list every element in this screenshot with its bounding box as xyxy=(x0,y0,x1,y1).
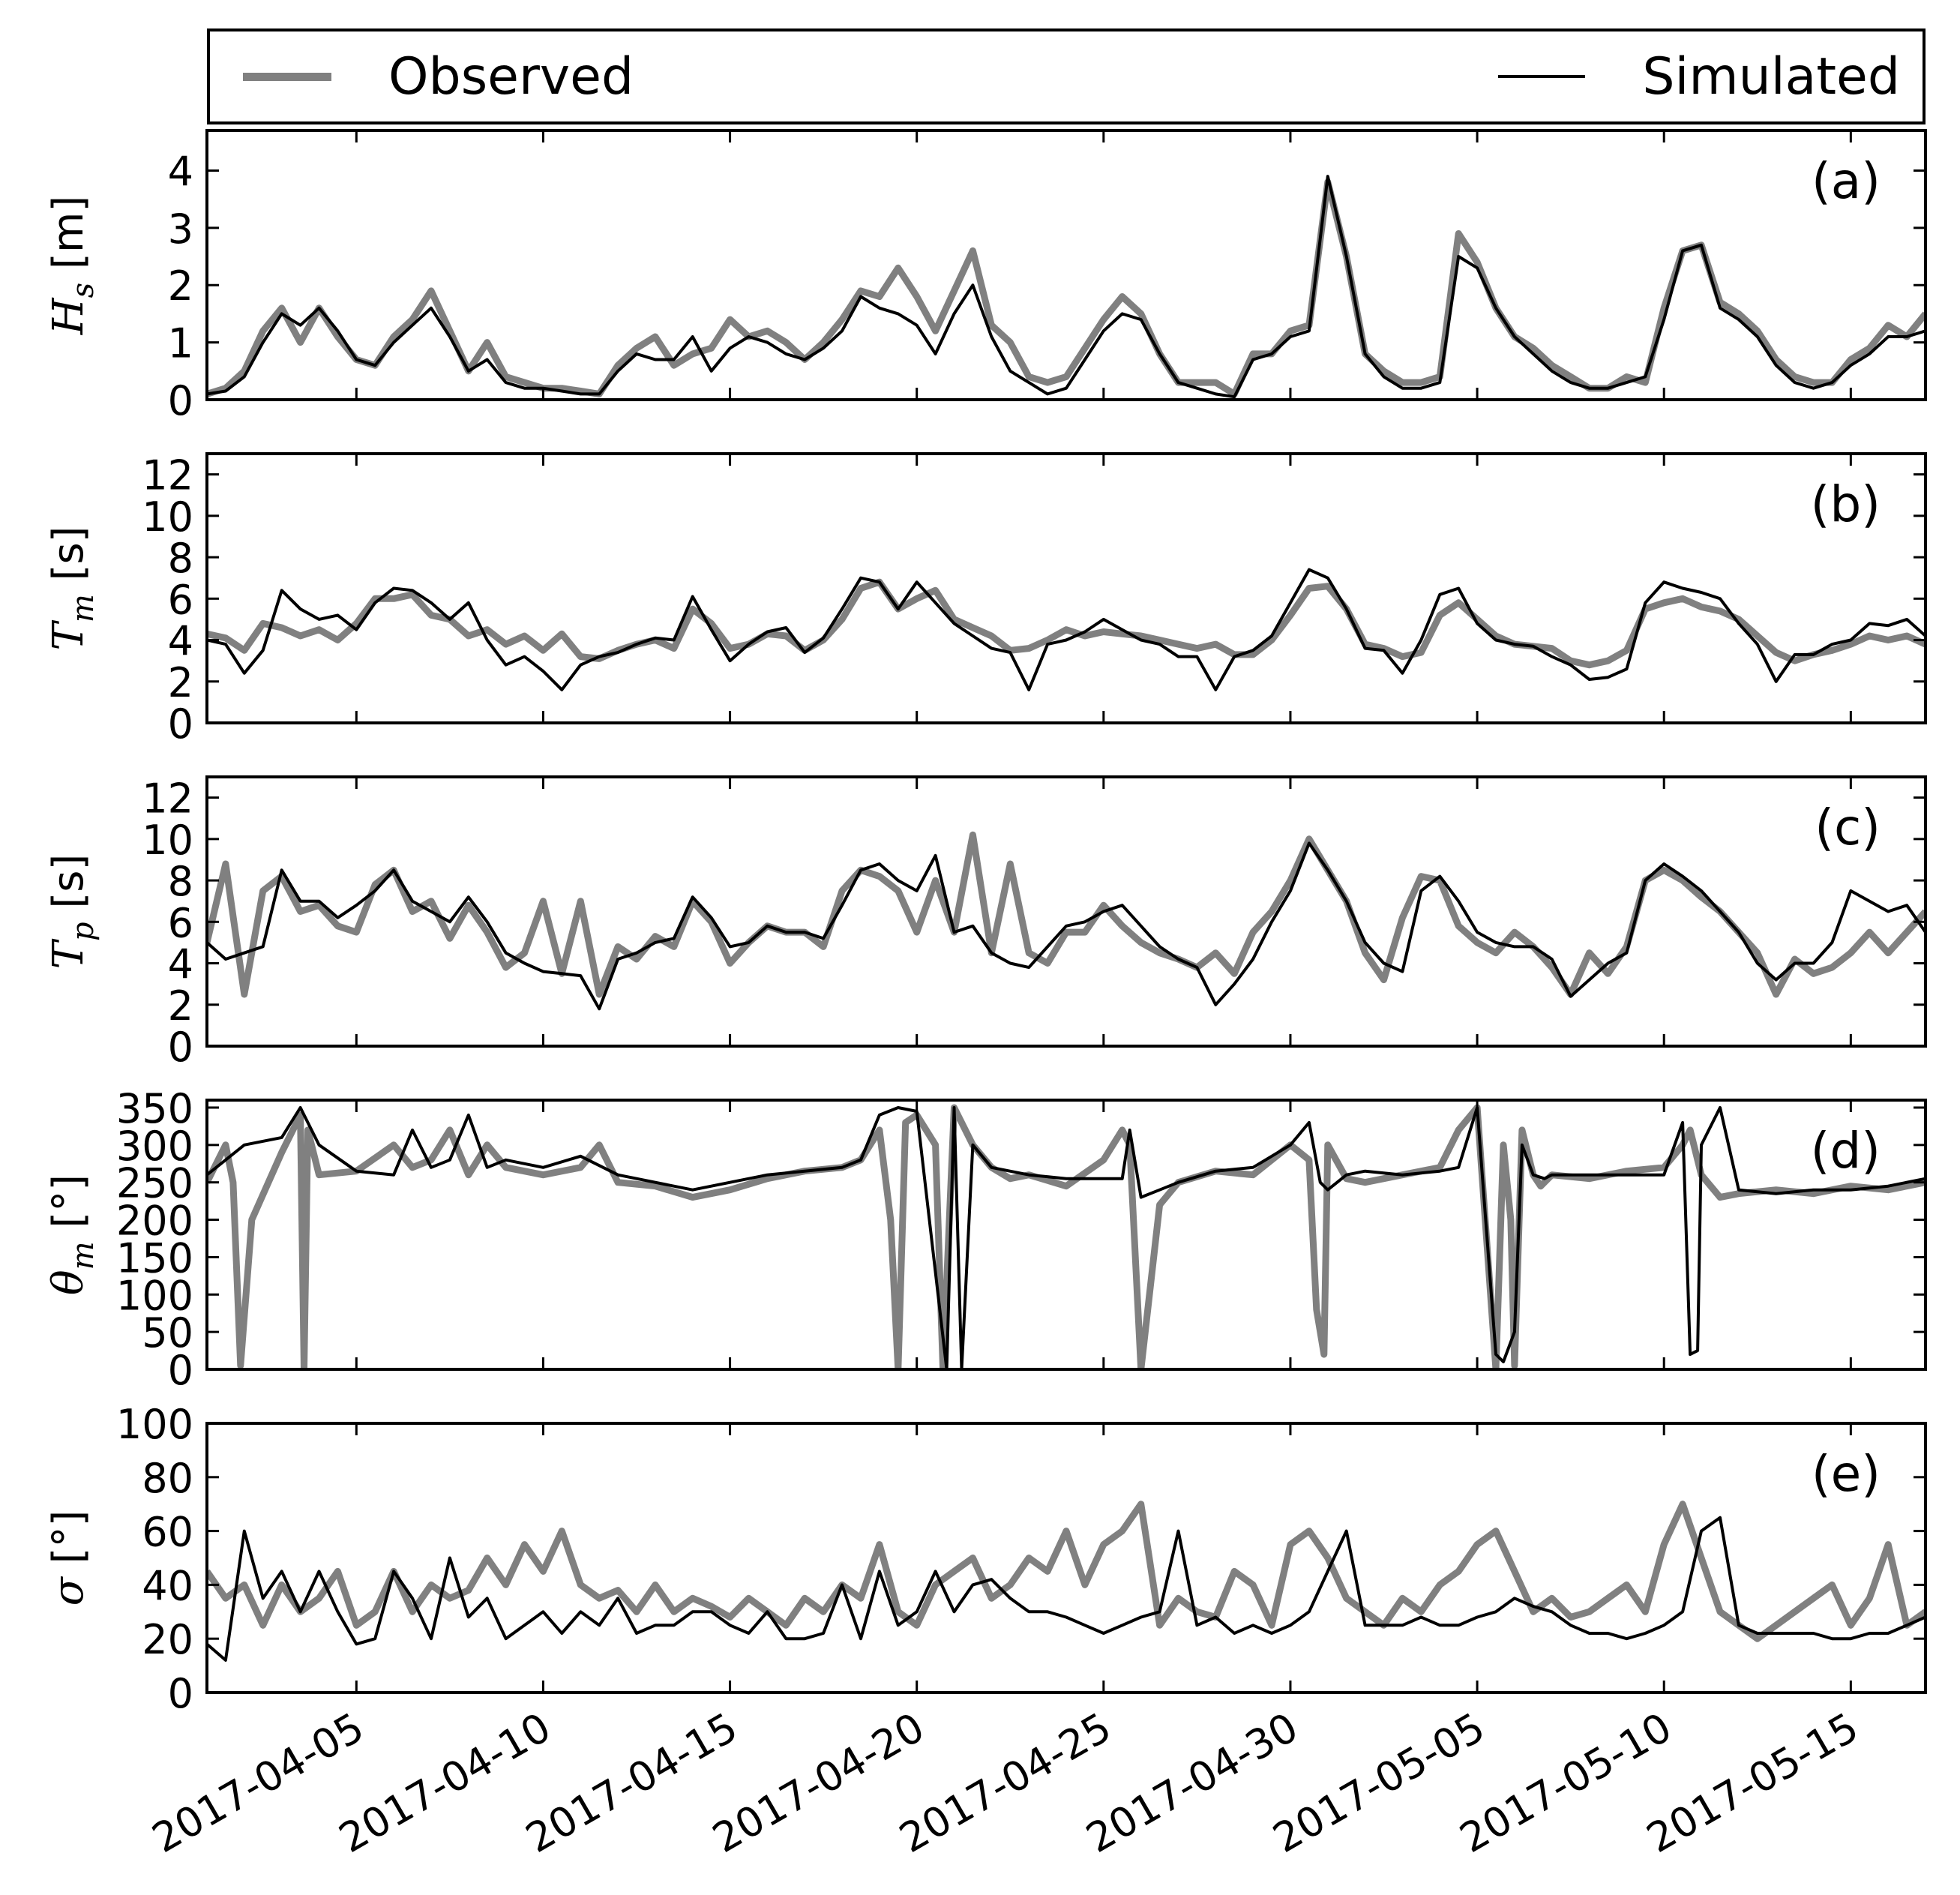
x-tick-label: 2017-05-10 xyxy=(1452,1704,1679,1862)
y-tick-label-d: 350 xyxy=(116,1085,193,1132)
y-label-symbol: T xyxy=(44,619,93,650)
y-tick-label-d: 150 xyxy=(116,1234,193,1282)
x-tick-label: 2017-04-10 xyxy=(331,1704,559,1862)
y-label-subscript: s xyxy=(66,283,100,298)
y-axis-label-c: Tp [s] xyxy=(44,854,100,970)
y-tick-label-e: 20 xyxy=(142,1616,193,1663)
observed-line-swatch xyxy=(243,72,331,81)
observed-series-b xyxy=(207,578,1926,669)
y-tick-label-d: 0 xyxy=(168,1347,193,1394)
panel-tag-d: (d) xyxy=(1811,1122,1881,1180)
y-tick-label-e: 60 xyxy=(142,1509,193,1556)
observed-series-c xyxy=(207,831,1926,998)
panel-a: 0 1 2 3 4 (a) Hs [m] xyxy=(44,129,1927,424)
y-tick-label-d: 250 xyxy=(116,1160,193,1207)
panel-frame-a xyxy=(205,129,1927,401)
y-tick-label-c: 2 xyxy=(168,982,193,1030)
panel-tag-a: (a) xyxy=(1812,152,1881,210)
y-label-unit: [°] xyxy=(44,1174,93,1242)
x-tick-label: 2017-04-15 xyxy=(518,1704,745,1862)
y-label-unit: [s] xyxy=(44,526,93,595)
y-tick-label-b: 0 xyxy=(168,700,193,748)
y-tick-label-e: 40 xyxy=(142,1562,193,1609)
simulated-series-d xyxy=(207,1106,1926,1369)
y-axis-label-a: Hs [m] xyxy=(44,196,100,335)
legend-item-observed: Observed xyxy=(243,31,634,121)
y-tick-label-e: 100 xyxy=(116,1401,193,1448)
y-tick-label-b: 6 xyxy=(168,576,193,623)
simulated-line-swatch xyxy=(1498,75,1586,78)
panel-frame-c xyxy=(205,775,1927,1048)
y-tick-label-c: 0 xyxy=(168,1024,193,1071)
panel-frame-e xyxy=(205,1422,1927,1694)
y-tick-label-c: 8 xyxy=(168,858,193,905)
y-tick-label-d: 300 xyxy=(116,1123,193,1170)
y-tick-label-c: 6 xyxy=(168,899,193,946)
panel-e: 0 20 40 60 80 100 (e) σ [°] xyxy=(44,1401,1927,1717)
observed-series-d xyxy=(207,1104,1926,1369)
y-tick-label-e: 0 xyxy=(168,1670,193,1717)
y-tick-label-b: 12 xyxy=(142,452,193,499)
y-tick-label-d: 50 xyxy=(142,1309,193,1357)
y-tick-label-c: 4 xyxy=(168,941,193,988)
y-label-subscript: p xyxy=(66,922,100,941)
panel-tag-b: (b) xyxy=(1811,475,1881,533)
y-tick-label-a: 4 xyxy=(168,148,193,195)
y-tick-label-e: 80 xyxy=(142,1455,193,1502)
observed-series-e xyxy=(207,1501,1926,1642)
y-label-subscript: m xyxy=(66,594,100,622)
x-tick-label: 2017-04-05 xyxy=(145,1704,372,1862)
panel-tag-c: (c) xyxy=(1815,799,1881,856)
legend-item-simulated: Simulated xyxy=(1498,31,1900,121)
simulated-series-b xyxy=(207,568,1926,691)
panel-tag-e: (e) xyxy=(1812,1445,1881,1503)
y-tick-label-a: 3 xyxy=(168,205,193,253)
y-tick-label-a: 0 xyxy=(168,377,193,424)
y-axis-label-e: σ [°] xyxy=(44,1510,93,1606)
legend: Observed Simulated xyxy=(207,28,1926,124)
simulated-series-e xyxy=(207,1516,1926,1662)
y-tick-label-b: 4 xyxy=(168,618,193,665)
observed-series-a xyxy=(207,178,1926,397)
x-tick-label: 2017-04-20 xyxy=(705,1704,932,1862)
panel-frame-b xyxy=(205,452,1927,724)
legend-simulated-label: Simulated xyxy=(1642,46,1900,106)
y-tick-label-d: 100 xyxy=(116,1272,193,1319)
y-tick-label-b: 8 xyxy=(168,535,193,582)
y-label-symbol: T xyxy=(44,938,93,969)
y-tick-label-d: 200 xyxy=(116,1198,193,1245)
x-tick-label: 2017-04-30 xyxy=(1078,1704,1305,1862)
x-tick-label: 2017-04-25 xyxy=(892,1704,1119,1862)
y-tick-label-b: 2 xyxy=(168,659,193,706)
y-label-unit: [°] xyxy=(44,1510,93,1578)
y-label-unit: [m] xyxy=(44,196,93,283)
x-tick-label: 2017-05-05 xyxy=(1265,1704,1492,1862)
y-tick-label-a: 1 xyxy=(168,320,193,367)
y-label-symbol: θ xyxy=(44,1270,93,1295)
panel-frame-d xyxy=(205,1099,1927,1371)
y-tick-label-c: 10 xyxy=(142,817,193,864)
y-axis-label-d: θm [°] xyxy=(44,1174,100,1295)
y-label-subscript: m xyxy=(66,1241,100,1270)
y-axis-label-b: Tm [s] xyxy=(44,526,100,651)
y-label-symbol: H xyxy=(44,297,93,335)
simulated-series-a xyxy=(207,175,1926,399)
y-label-symbol: σ xyxy=(44,1576,93,1606)
y-tick-label-b: 10 xyxy=(142,493,193,541)
y-tick-label-c: 12 xyxy=(142,775,193,823)
legend-observed-label: Observed xyxy=(388,46,634,106)
x-tick-label: 2017-05-15 xyxy=(1639,1704,1866,1862)
y-label-unit: [s] xyxy=(44,854,93,922)
y-tick-label-a: 2 xyxy=(168,262,193,310)
simulated-series-c xyxy=(207,841,1926,1011)
